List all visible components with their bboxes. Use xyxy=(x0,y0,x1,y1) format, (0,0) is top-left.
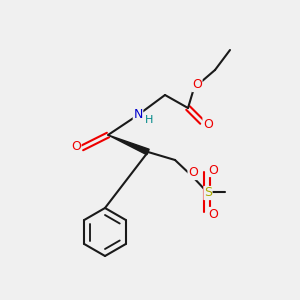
Text: O: O xyxy=(208,208,218,220)
Text: O: O xyxy=(188,167,198,179)
Text: S: S xyxy=(204,187,212,200)
Text: N: N xyxy=(133,109,143,122)
Text: O: O xyxy=(208,164,218,176)
Text: H: H xyxy=(145,115,153,125)
Text: O: O xyxy=(71,140,81,154)
Polygon shape xyxy=(108,135,149,155)
Text: O: O xyxy=(192,79,202,92)
Text: O: O xyxy=(203,118,213,130)
